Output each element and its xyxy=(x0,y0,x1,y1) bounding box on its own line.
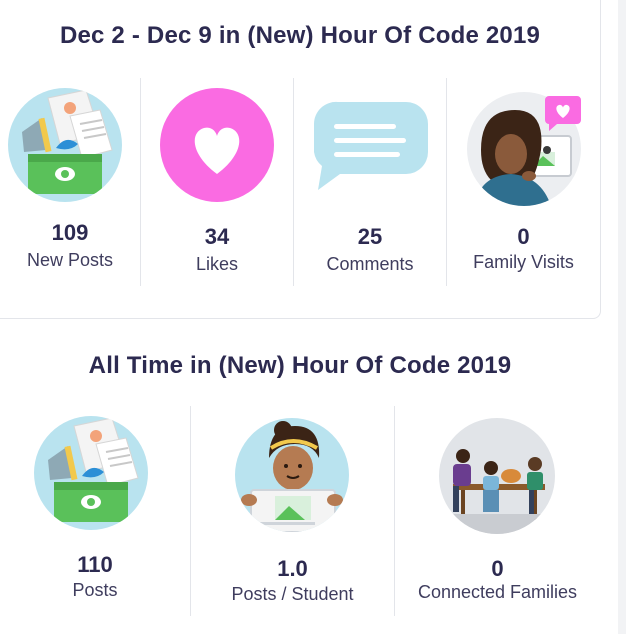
weekly-stats-title: Dec 2 - Dec 9 in (New) Hour Of Code 2019 xyxy=(59,22,541,49)
stat-value: 25 xyxy=(357,224,383,249)
student-icon xyxy=(235,418,349,532)
stat-value: 0 xyxy=(491,556,504,581)
stat-label: New Posts xyxy=(26,250,114,270)
heart-badge-icon xyxy=(543,94,583,132)
stat-label: Posts / Student xyxy=(231,584,354,604)
stat-label: Posts xyxy=(72,580,118,600)
stat-connected-families[interactable]: 0 Connected Families xyxy=(395,406,600,626)
stat-value: 1.0 xyxy=(277,556,308,581)
comment-bubble-icon xyxy=(310,96,430,196)
divider xyxy=(446,78,447,286)
stat-value: 0 xyxy=(517,224,530,249)
stat-posts[interactable]: 110 Posts xyxy=(0,406,190,626)
alltime-stats-title: All Time in (New) Hour Of Code 2019 xyxy=(88,352,512,379)
scrollbar[interactable] xyxy=(618,0,626,634)
stat-comments[interactable]: 25 Comments xyxy=(294,80,446,300)
stat-new-posts[interactable]: 109 New Posts xyxy=(0,80,140,300)
stat-family-visits[interactable]: 0 Family Visits xyxy=(447,80,600,300)
stat-value: 110 xyxy=(77,552,113,577)
divider xyxy=(394,406,395,616)
heart-icon xyxy=(160,88,274,202)
family-table-icon xyxy=(439,418,555,534)
posts-bucket-icon xyxy=(34,416,148,530)
stat-value: 34 xyxy=(204,224,230,249)
family-visit-icon xyxy=(467,92,581,206)
stat-likes[interactable]: 34 Likes xyxy=(141,80,293,300)
stat-label: Family Visits xyxy=(473,252,574,272)
stat-label: Likes xyxy=(195,254,239,274)
stat-label: Comments xyxy=(326,254,414,274)
divider xyxy=(293,78,294,286)
weekly-stats-card: Dec 2 - Dec 9 in (New) Hour Of Code 2019… xyxy=(0,0,601,319)
divider xyxy=(190,406,191,616)
stat-value: 109 xyxy=(51,220,89,245)
divider xyxy=(140,78,141,286)
stat-label: Connected Families xyxy=(417,582,578,602)
alltime-stats-card: All Time in (New) Hour Of Code 2019 110 … xyxy=(0,334,600,634)
stat-posts-per-student[interactable]: 1.0 Posts / Student xyxy=(191,406,394,626)
posts-bucket-icon xyxy=(8,88,122,202)
